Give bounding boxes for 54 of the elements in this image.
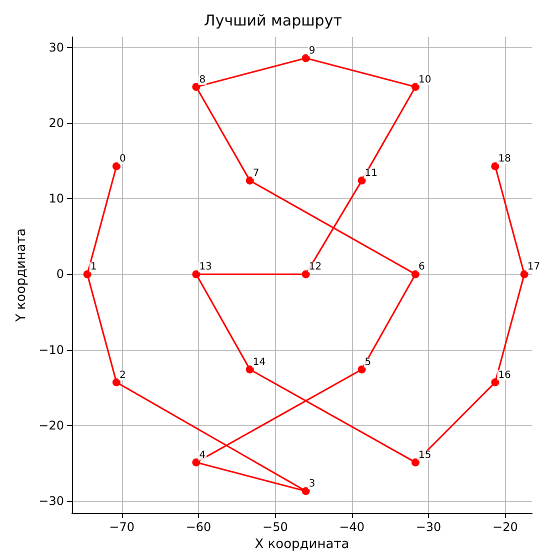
point <box>411 458 420 466</box>
annotation: 4 <box>199 450 206 461</box>
x-axis-title: X координата <box>254 537 350 552</box>
y-tick-label: −30 <box>38 494 64 508</box>
point <box>491 378 500 386</box>
x-tick-label: −30 <box>416 520 442 534</box>
annotation: 13 <box>199 262 212 273</box>
annotation: 16 <box>498 370 511 381</box>
point <box>520 270 528 278</box>
point <box>192 82 200 91</box>
annotation: 5 <box>364 356 372 368</box>
annotation: 8 <box>199 74 206 86</box>
point <box>112 378 120 386</box>
point <box>302 54 310 62</box>
annotation: 17 <box>527 262 540 273</box>
annotation: 10 <box>418 74 432 86</box>
point <box>491 162 500 170</box>
y-tick-label: −20 <box>38 418 64 432</box>
point <box>302 270 310 278</box>
y-tick-label: 0 <box>56 267 64 282</box>
y-tick-label: −10 <box>38 342 64 357</box>
annotation: 14 <box>252 356 266 368</box>
point <box>411 270 420 278</box>
annotation: 12 <box>308 262 322 273</box>
point <box>411 82 420 91</box>
x-tick-label: −40 <box>339 520 364 534</box>
annotation: 15 <box>418 450 432 461</box>
point <box>358 365 366 374</box>
annotation: 9 <box>308 46 316 57</box>
annotation: 2 <box>119 370 126 381</box>
annotation: 11 <box>364 168 378 180</box>
x-tick-label: −70 <box>109 520 134 534</box>
point <box>83 270 92 278</box>
annotation: 0 <box>119 154 126 165</box>
chart-title: Лучший маршрут <box>204 12 342 30</box>
annotation: 1 <box>90 262 97 273</box>
annotation: 7 <box>252 168 260 180</box>
point <box>246 176 254 185</box>
y-tick-label: 30 <box>48 40 64 55</box>
annotation: 18 <box>498 154 511 165</box>
point <box>246 365 254 374</box>
y-tick-label: 10 <box>48 192 64 206</box>
y-tick-label: 20 <box>48 116 64 130</box>
point <box>192 458 200 466</box>
y-axis-title: Y координата <box>14 228 29 323</box>
x-tick-label: −50 <box>262 520 288 534</box>
annotation: 6 <box>418 262 425 273</box>
point <box>192 270 200 278</box>
point <box>302 487 310 496</box>
annotation: 3 <box>308 478 316 490</box>
x-tick-label: −20 <box>492 520 518 534</box>
point <box>358 176 366 185</box>
point <box>112 162 120 170</box>
x-tick-label: −60 <box>186 520 212 534</box>
